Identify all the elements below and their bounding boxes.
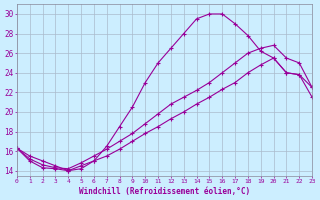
X-axis label: Windchill (Refroidissement éolien,°C): Windchill (Refroidissement éolien,°C) (79, 187, 250, 196)
